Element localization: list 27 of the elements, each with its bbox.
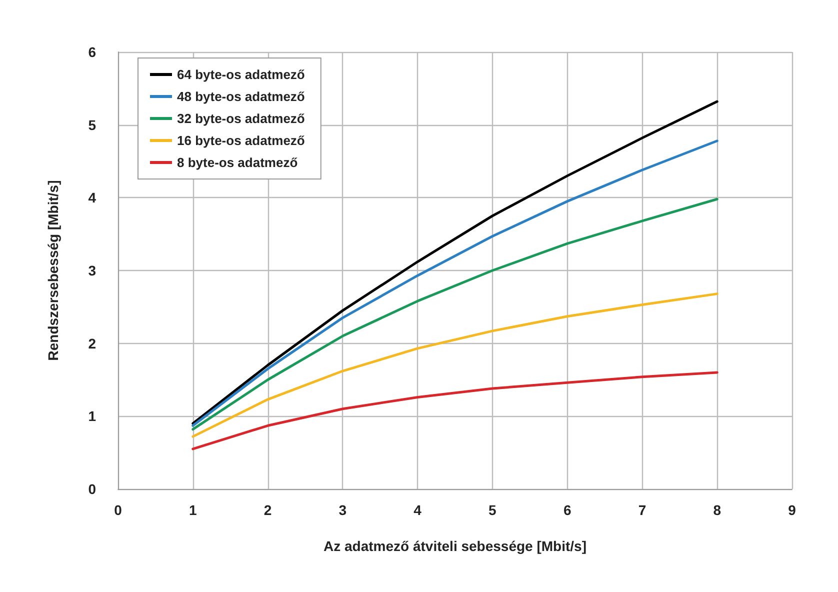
y-tick-label: 6 <box>88 44 96 60</box>
y-tick-label: 4 <box>88 190 96 206</box>
x-tick-label: 0 <box>114 502 122 518</box>
y-tick-label: 2 <box>88 335 96 352</box>
x-tick-label: 3 <box>338 502 347 518</box>
line-series <box>192 292 718 438</box>
x-tick-label: 2 <box>264 502 272 518</box>
x-tick-label: 7 <box>638 502 646 518</box>
y-tick-label: 0 <box>88 481 96 497</box>
x-tick-label: 4 <box>414 502 422 518</box>
line-series <box>192 198 718 431</box>
legend-label: 64 byte-os adatmező <box>177 67 305 82</box>
x-tick-label: 8 <box>713 502 722 518</box>
x-tick-label: 1 <box>188 502 197 518</box>
y-tick-label: 1 <box>88 408 96 424</box>
line-series <box>192 371 718 450</box>
x-axis-title: Az adatmező átviteli sebessége [Mbit/s] <box>324 538 586 554</box>
y-tick-label: 5 <box>88 116 96 133</box>
legend-label: 48 byte-os adatmező <box>177 89 305 104</box>
legend-label: 32 byte-os adatmező <box>177 111 305 126</box>
x-tick-label: 9 <box>788 502 796 518</box>
legend-label: 16 byte-os adatmező <box>177 133 305 148</box>
legend-label: 8 byte-os adatmező <box>177 155 298 170</box>
x-tick-label: 6 <box>563 502 572 518</box>
y-tick-label: 3 <box>88 262 96 278</box>
y-axis-title: Rendszersebesség [Mbit/s] <box>45 180 61 361</box>
x-tick-label: 5 <box>488 502 497 518</box>
